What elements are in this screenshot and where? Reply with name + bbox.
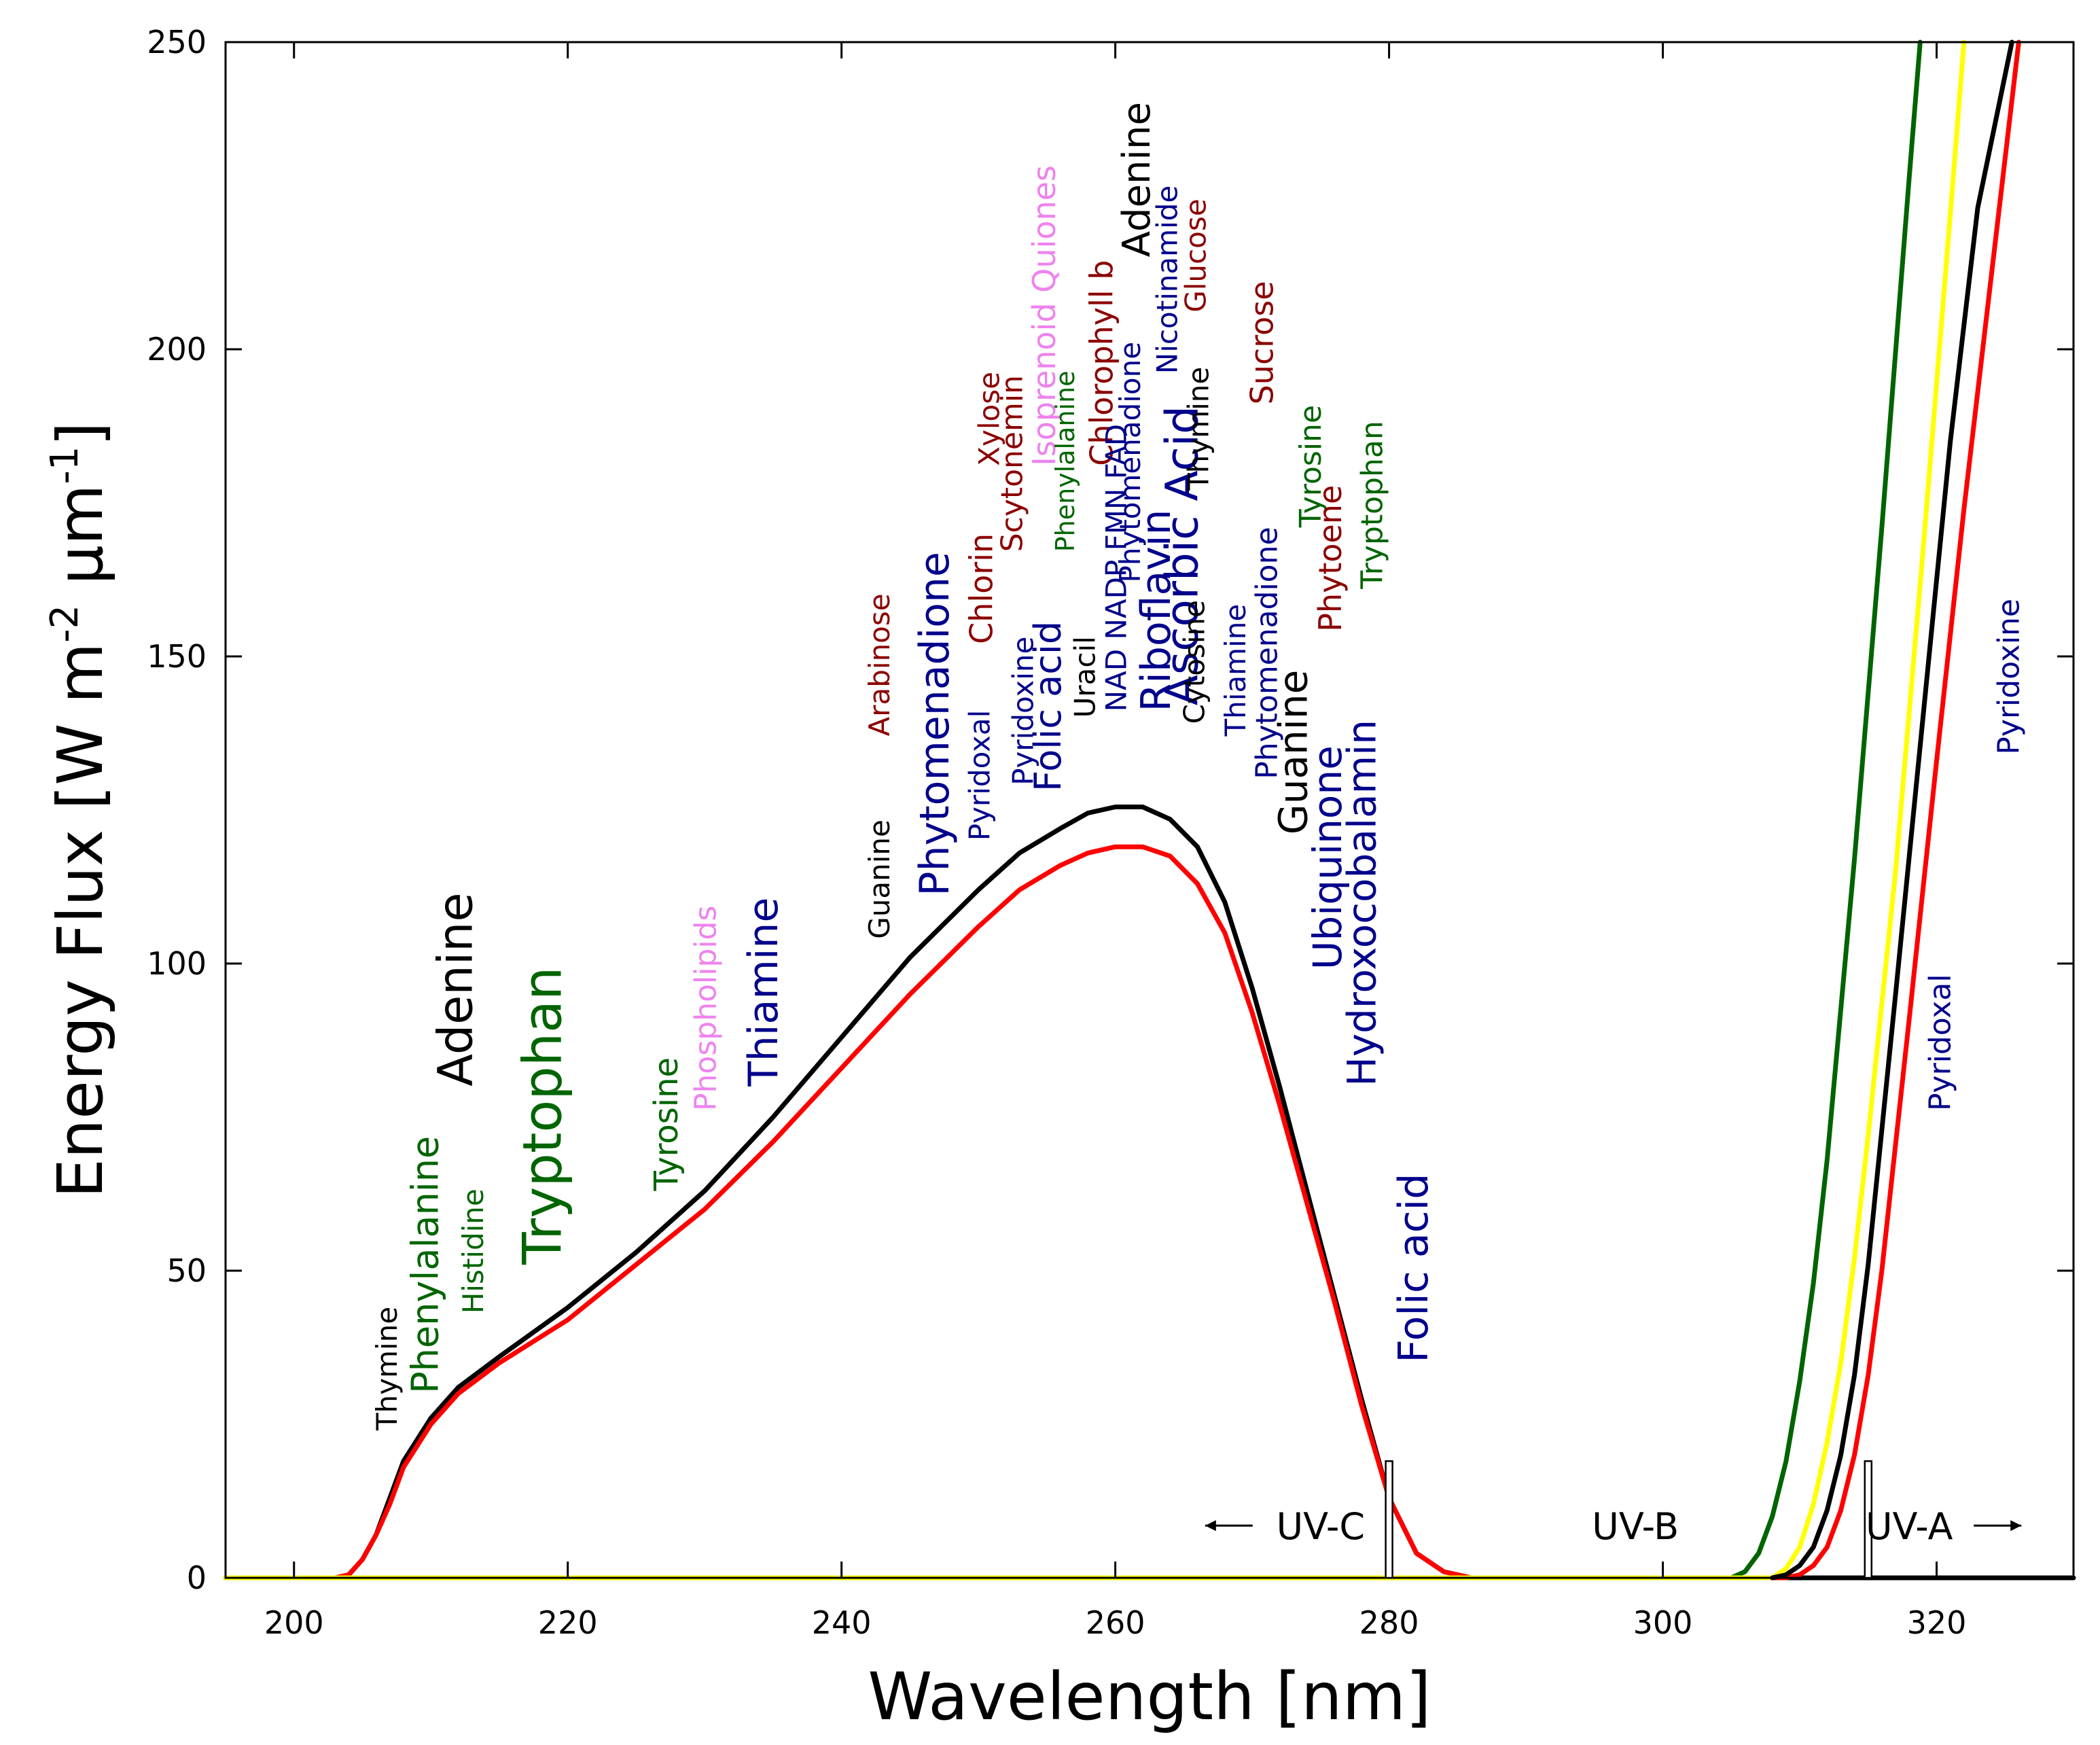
molecule-label: Phytomenadione <box>911 552 959 896</box>
y-axis-title-part: ] <box>44 422 117 446</box>
molecule-label: Sucrose <box>1243 281 1280 404</box>
series-line <box>223 39 1967 1581</box>
y-axis-title: Energy Flux [W m-2 μm-1] <box>43 422 117 1199</box>
molecule-label: Guanine <box>863 819 896 939</box>
molecule-label: Pyridoxine <box>1007 637 1040 786</box>
molecule-label: Pyridoxal <box>963 710 996 841</box>
y-tick-label: 50 <box>166 1252 207 1289</box>
molecule-label: Ubiquinone <box>1304 745 1351 970</box>
x-tick-label: 260 <box>1086 1604 1145 1641</box>
series-line <box>1770 39 2014 1581</box>
molecule-label: Cytosine <box>1178 600 1211 724</box>
molecule-label: Glucose <box>1179 198 1213 312</box>
molecule-label: Phenylalanine <box>404 1136 446 1394</box>
y-axis-title-part: μm <box>44 484 117 604</box>
molecule-label: Histidine <box>457 1188 490 1314</box>
y-tick-label: 250 <box>147 24 207 60</box>
molecule-label: Pyridoxine <box>1991 599 2026 755</box>
molecule-label: Arabinose <box>863 593 896 736</box>
molecule-label: NAD NADP FMN FAD <box>1100 424 1133 712</box>
molecule-label: Tryptophan <box>1355 421 1390 589</box>
x-tick-label: 320 <box>1907 1604 1967 1641</box>
molecule-label: Uracil <box>1068 636 1101 718</box>
uv-arrowhead <box>1205 1520 1216 1532</box>
series-line <box>223 39 2021 1581</box>
uv-band-label: UV-C <box>1277 1505 1366 1548</box>
y-tick-label: 100 <box>147 945 207 982</box>
molecule-label: Thymine <box>370 1307 404 1431</box>
x-tick-label: 300 <box>1633 1604 1693 1641</box>
molecule-label: Nicotinamide <box>1150 186 1184 374</box>
molecule-label: Thiamine <box>1219 604 1252 737</box>
x-axis-title: Wavelength [nm] <box>868 1659 1431 1735</box>
uv-boundary-marker <box>1385 1460 1393 1579</box>
y-axis-title-sup: -1 <box>43 446 87 484</box>
uv-band-label: UV-B <box>1592 1505 1679 1548</box>
molecule-label: Folic acid <box>1027 621 1069 792</box>
molecule-label: Chlorophyll b <box>1084 260 1120 466</box>
uv-arrowhead <box>2010 1520 2022 1532</box>
molecule-label: Phospholipids <box>688 906 723 1111</box>
molecule-label: Phytoene <box>1312 485 1349 632</box>
uv-band-markers: UV-C UV-B UV-A <box>1205 1460 2022 1579</box>
series-line <box>223 39 1923 1581</box>
uv-band-label: UV-A <box>1866 1505 1953 1548</box>
y-axis-title-sup: -2 <box>43 605 87 643</box>
series-layer <box>223 39 2076 1581</box>
molecule-label: Guanine <box>1270 670 1317 835</box>
molecule-label: Riboflavin <box>1133 509 1180 711</box>
plot-frame <box>224 41 2075 1579</box>
molecule-label: Pyridoxal <box>1923 974 1958 1111</box>
molecule-label: Adenine <box>428 892 484 1086</box>
molecule-label: Adenine <box>1115 102 1159 257</box>
molecule-label: Folic acid <box>1390 1174 1438 1363</box>
y-tick-label: 200 <box>147 331 207 368</box>
molecule-label: Hydroxocobalamin <box>1338 720 1385 1087</box>
x-tick-label: 220 <box>538 1604 598 1641</box>
molecule-label: Chlorin <box>963 533 999 644</box>
molecule-label: Isoprenoid Quiones <box>1026 165 1063 466</box>
molecule-label: Xylose <box>972 372 1005 466</box>
y-axis-title-part: Energy Flux [W m <box>44 643 117 1199</box>
x-tick-label: 280 <box>1359 1604 1419 1641</box>
molecule-label: Scytonemin <box>995 375 1030 552</box>
molecule-label: Tyrosine <box>1294 405 1328 528</box>
molecule-label: Thymine <box>1182 367 1215 491</box>
molecule-label: Ascorbic Acid <box>1156 406 1209 705</box>
x-tick-label: 200 <box>264 1604 324 1641</box>
molecule-label: Phytomenadione <box>1114 342 1147 583</box>
series-line <box>223 805 2076 1581</box>
y-tick-label: 0 <box>187 1559 207 1596</box>
molecule-label: Thiamine <box>740 898 787 1087</box>
y-tick-label: 150 <box>147 638 207 675</box>
uv-boundary-marker <box>1864 1460 1873 1579</box>
molecule-label: Phytomenadione <box>1249 527 1284 779</box>
x-tick-label: 240 <box>812 1604 872 1641</box>
molecule-label: Tyrosine <box>647 1057 686 1192</box>
molecule-label: Tryptophan <box>513 967 574 1265</box>
molecule-label: Phenylalanine <box>1050 371 1080 552</box>
